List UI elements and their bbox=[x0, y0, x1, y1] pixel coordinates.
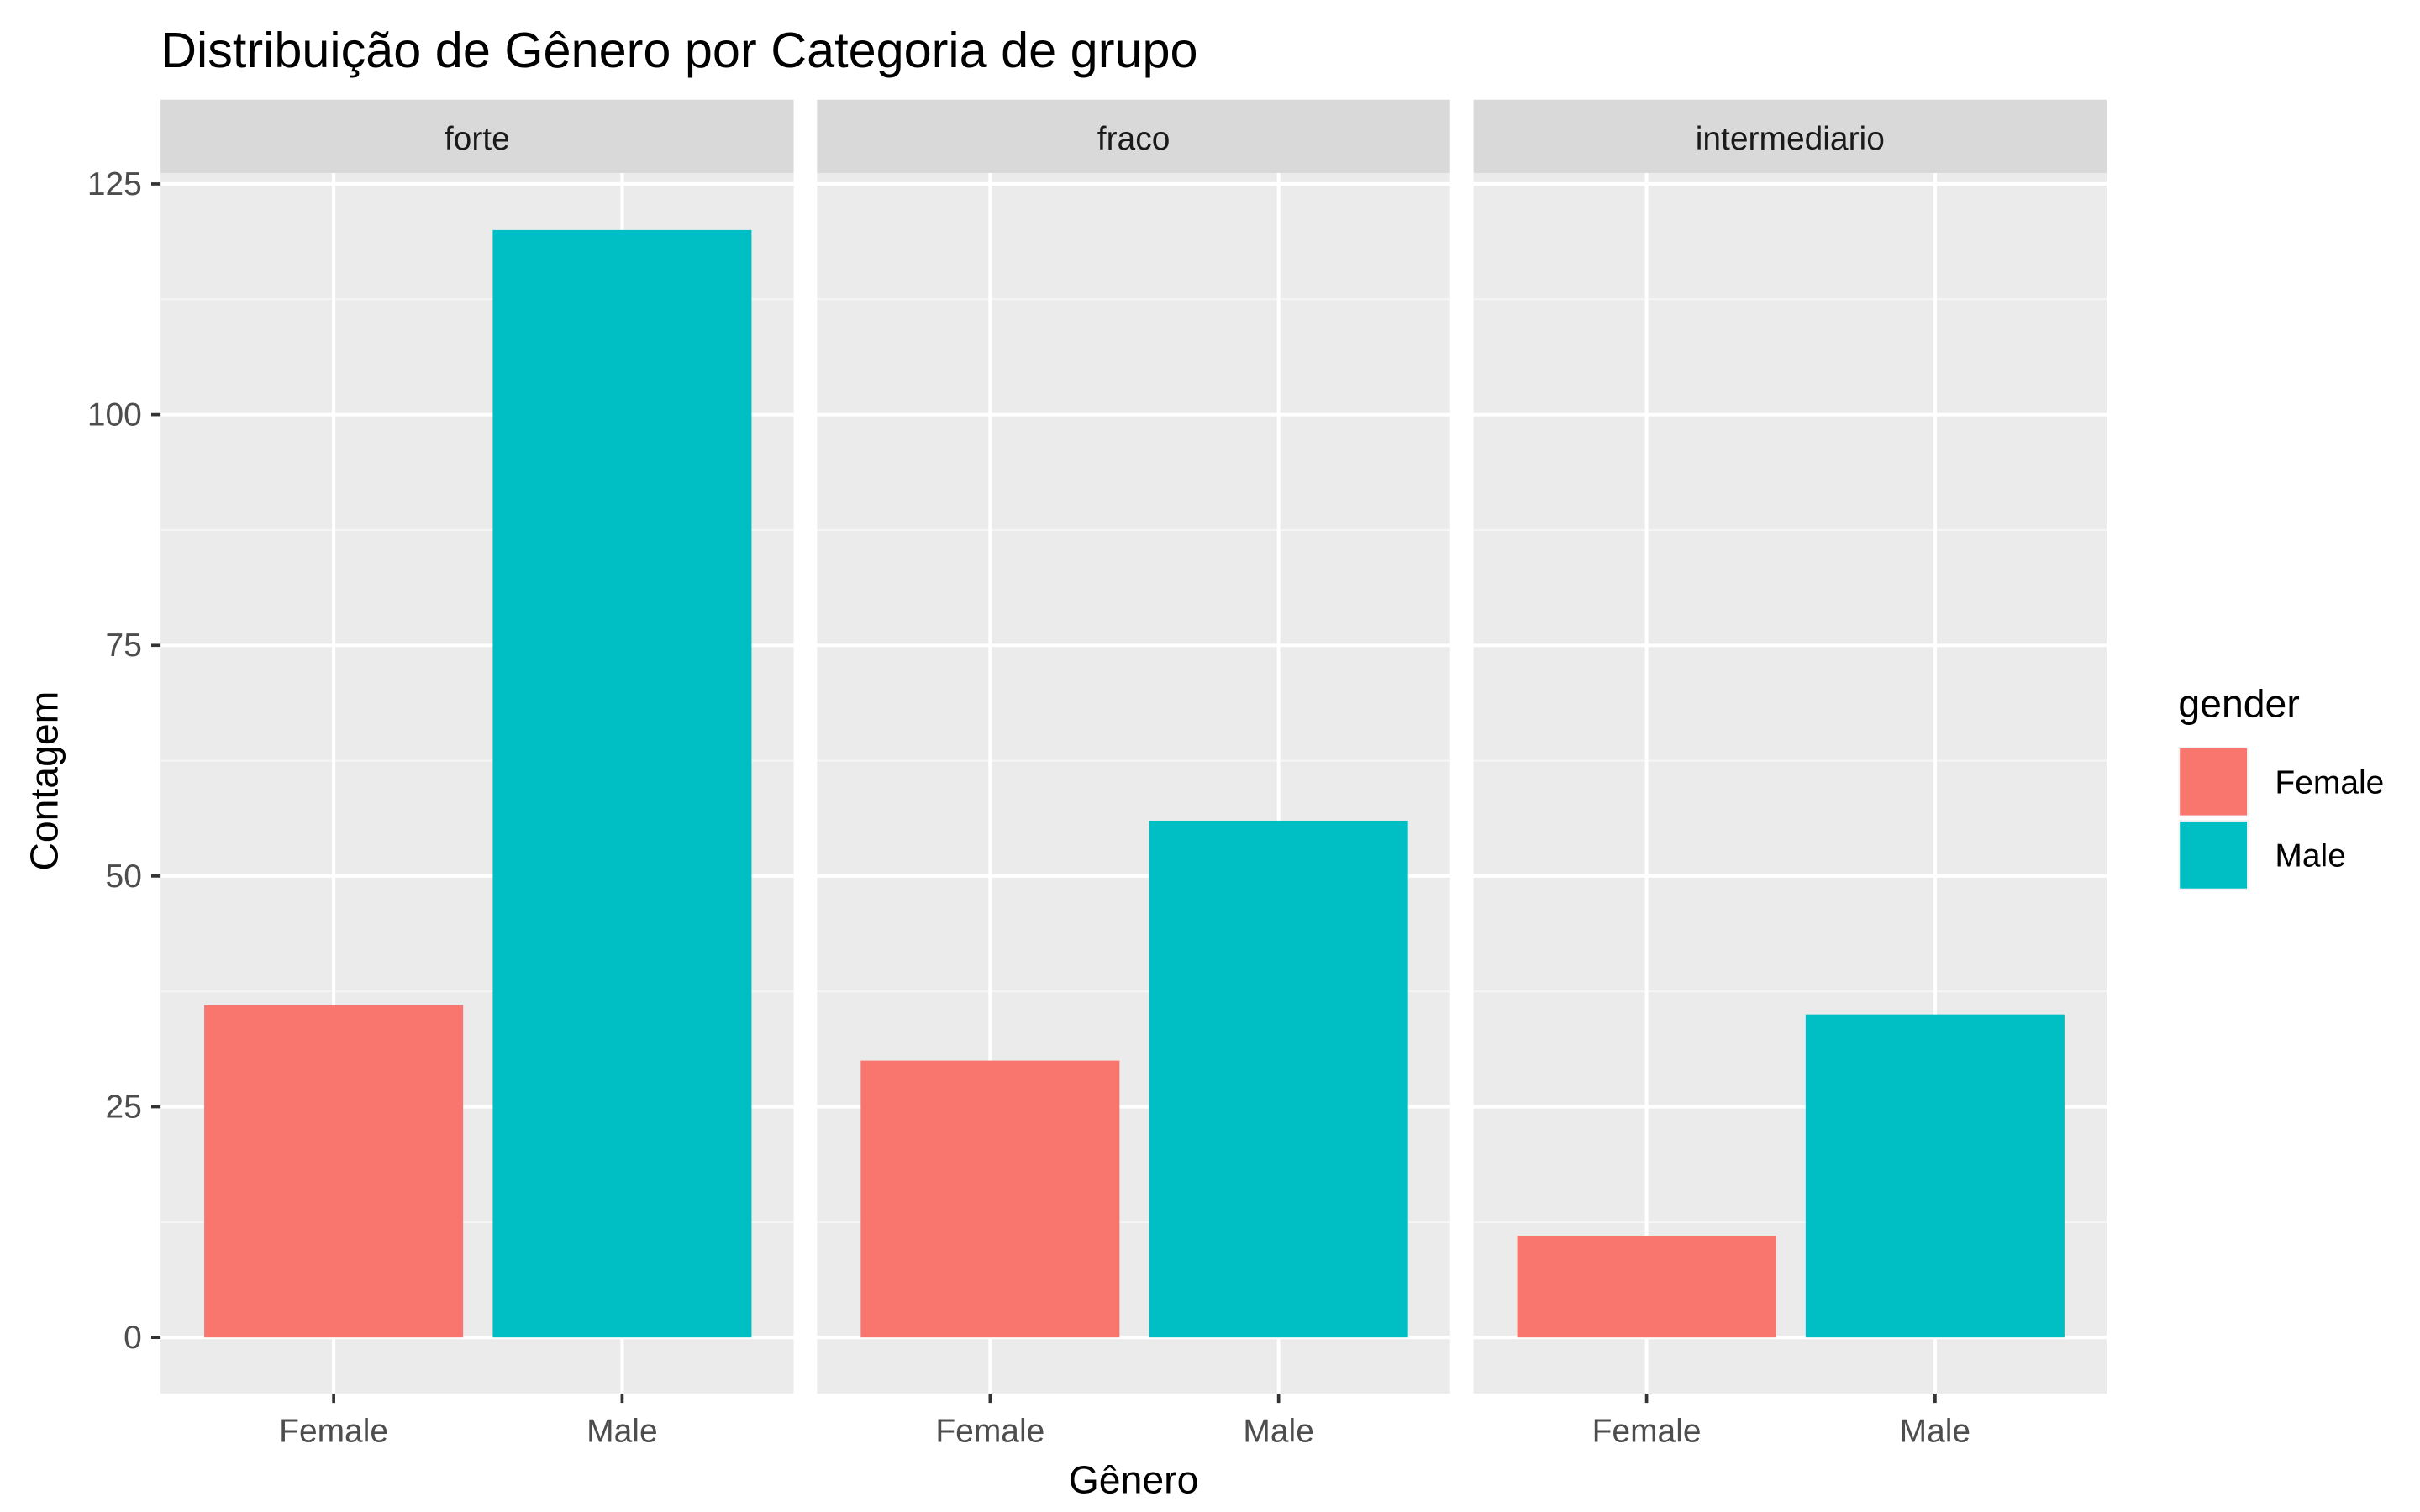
x-axis-title: Gênero bbox=[1069, 1458, 1199, 1502]
facet-strip-label: fraco bbox=[1097, 121, 1171, 157]
legend-title: gender bbox=[2178, 682, 2299, 726]
y-tick-label: 75 bbox=[106, 627, 142, 664]
bar-forte-male bbox=[492, 229, 752, 1338]
facet-strip bbox=[817, 99, 1450, 173]
y-axis-title: Contagem bbox=[23, 691, 66, 871]
x-tick-label: Female bbox=[935, 1413, 1044, 1449]
facet-panel-forte: forte bbox=[160, 99, 794, 1394]
legend-swatch-male bbox=[2180, 821, 2248, 889]
x-axis: Female Male Female Male Female Male bbox=[279, 1393, 1970, 1449]
legend: gender Female Male bbox=[2178, 682, 2384, 890]
y-axis: 0 25 50 75 100 125 bbox=[87, 166, 161, 1356]
facet-strip-label: intermediario bbox=[1696, 121, 1885, 157]
bar-fraco-male bbox=[1149, 820, 1408, 1338]
x-tick-label: Male bbox=[1243, 1413, 1313, 1449]
y-tick-label: 25 bbox=[106, 1089, 142, 1126]
bar-fraco-female bbox=[860, 1060, 1120, 1338]
x-tick-label: Male bbox=[1900, 1413, 1970, 1449]
legend-label-female: Female bbox=[2275, 765, 2384, 801]
x-tick-label: Female bbox=[1592, 1413, 1702, 1449]
facet-strip-label: forte bbox=[445, 121, 510, 157]
bar-forte-female bbox=[204, 1005, 464, 1338]
facet-panel-intermediario: intermediario bbox=[1473, 99, 2107, 1394]
x-tick-label: Female bbox=[279, 1413, 388, 1449]
facet-panels: forte fraco intermediario bbox=[160, 99, 2107, 1394]
chart-title: Distribuição de Gênero por Categoria de … bbox=[160, 22, 1197, 78]
legend-label-male: Male bbox=[2275, 838, 2345, 874]
bar-intermediario-female bbox=[1517, 1236, 1776, 1338]
y-tick-label: 125 bbox=[87, 166, 142, 202]
facet-strip bbox=[1473, 99, 2107, 173]
bar-intermediario-male bbox=[1805, 1014, 2065, 1338]
y-tick-label: 0 bbox=[124, 1320, 142, 1356]
y-tick-label: 50 bbox=[106, 858, 142, 895]
facet-strip bbox=[160, 99, 794, 173]
facet-panel-fraco: fraco bbox=[817, 99, 1450, 1394]
x-tick-label: Male bbox=[587, 1413, 657, 1449]
y-tick-label: 100 bbox=[87, 397, 142, 433]
legend-swatch-female bbox=[2180, 748, 2248, 816]
